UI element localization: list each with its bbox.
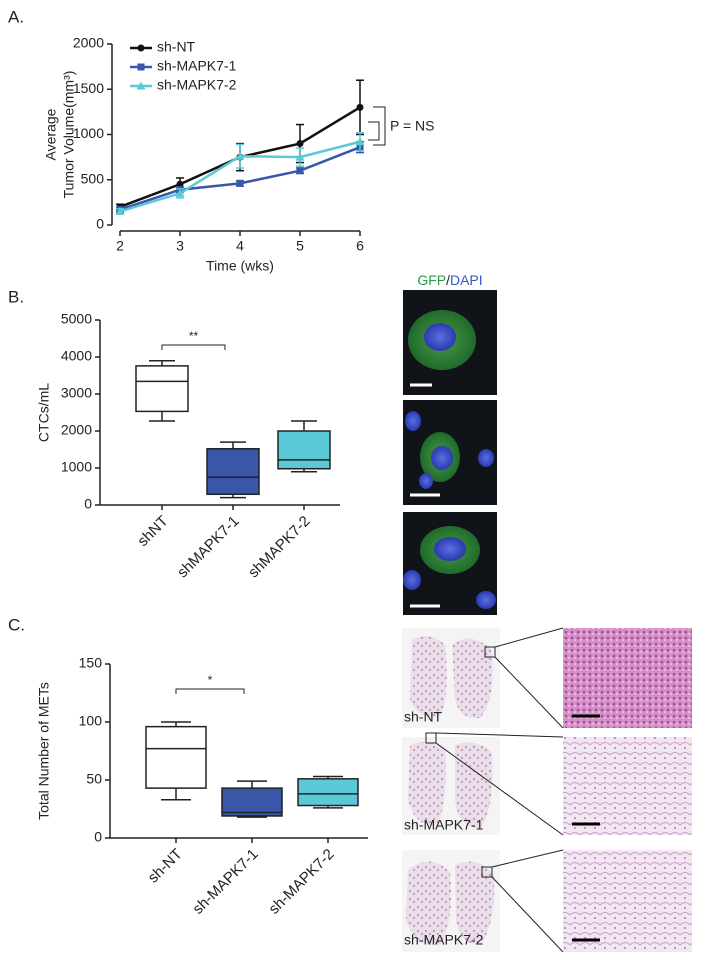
stain-separator: / [446, 272, 450, 288]
point [236, 179, 244, 187]
significance-bracket [175, 688, 245, 694]
y-axis-label: Tumor Volume(mm³) [61, 71, 77, 199]
y-tick-label: 5000 [61, 311, 92, 327]
stain-gfp: GFP [417, 272, 446, 288]
histology [402, 627, 692, 953]
x-tick-label: sh-NT [145, 846, 186, 887]
point [295, 152, 305, 161]
x-tick-label: shNT [134, 513, 171, 550]
legend-label: sh-MAPK7-1 [157, 58, 237, 74]
x-tick-label: sh-MAPK7-1 [189, 846, 261, 918]
annotation: ** [189, 329, 199, 343]
box [221, 787, 283, 817]
stain-dapi: DAPI [450, 272, 483, 288]
y-tick-label: 150 [79, 655, 103, 671]
panel-label: B. [8, 287, 24, 306]
point [136, 81, 146, 90]
box [206, 448, 260, 496]
significance-bracket [161, 344, 226, 350]
x-tick-label: sh-MAPK7-2 [265, 846, 337, 918]
micrographs [403, 290, 497, 615]
point [176, 180, 184, 188]
y-tick-label: 0 [94, 829, 102, 845]
y-axis-label: Average [43, 108, 59, 160]
x-tick-label: shMAPK7-2 [245, 513, 314, 582]
x-tick-label: 3 [176, 238, 184, 254]
y-tick-label: 1000 [73, 125, 104, 141]
y-tick-label: 2000 [73, 35, 104, 51]
box [277, 430, 331, 470]
bracket [373, 106, 386, 146]
point [137, 63, 145, 71]
y-tick-label: 100 [79, 713, 103, 729]
box [297, 778, 359, 807]
x-tick-label: 6 [356, 238, 364, 254]
point [356, 103, 364, 111]
bracket [368, 121, 380, 141]
y-tick-label: 0 [96, 216, 104, 232]
y-tick-label: 1000 [61, 459, 92, 475]
y-axis-label: CTCs/mL [36, 383, 52, 442]
point [296, 167, 304, 175]
y-tick-label: 1500 [73, 80, 104, 96]
box [145, 725, 207, 789]
point [296, 140, 304, 148]
annotation: P = NS [390, 118, 435, 134]
image-label: sh-NT [404, 709, 443, 725]
y-tick-label: 0 [84, 496, 92, 512]
point [137, 44, 145, 52]
x-tick-label: 5 [296, 238, 304, 254]
y-axis-label: Total Number of METs [36, 682, 52, 820]
y-tick-label: 2000 [61, 422, 92, 438]
point [115, 206, 125, 215]
image-label: sh-MAPK7-1 [404, 817, 484, 833]
y-tick-label: 4000 [61, 348, 92, 364]
image-label: sh-MAPK7-2 [404, 932, 484, 948]
y-tick-label: 500 [81, 170, 105, 186]
legend-label: sh-MAPK7-2 [157, 77, 237, 93]
legend-label: sh-NT [157, 39, 196, 55]
stain-label: GFP/DAPI [417, 272, 482, 288]
point [235, 151, 245, 160]
panel-label: A. [8, 7, 24, 26]
x-axis-label: Time (wks) [206, 258, 274, 274]
box [135, 365, 189, 413]
x-tick-label: 2 [116, 238, 124, 254]
y-tick-label: 50 [86, 771, 102, 787]
point [175, 188, 185, 197]
x-tick-label: shMAPK7-1 [174, 513, 243, 582]
y-tick-label: 3000 [61, 385, 92, 401]
panel-label: C. [8, 615, 25, 634]
annotation: * [208, 673, 213, 687]
x-tick-label: 4 [236, 238, 244, 254]
point [355, 137, 365, 146]
